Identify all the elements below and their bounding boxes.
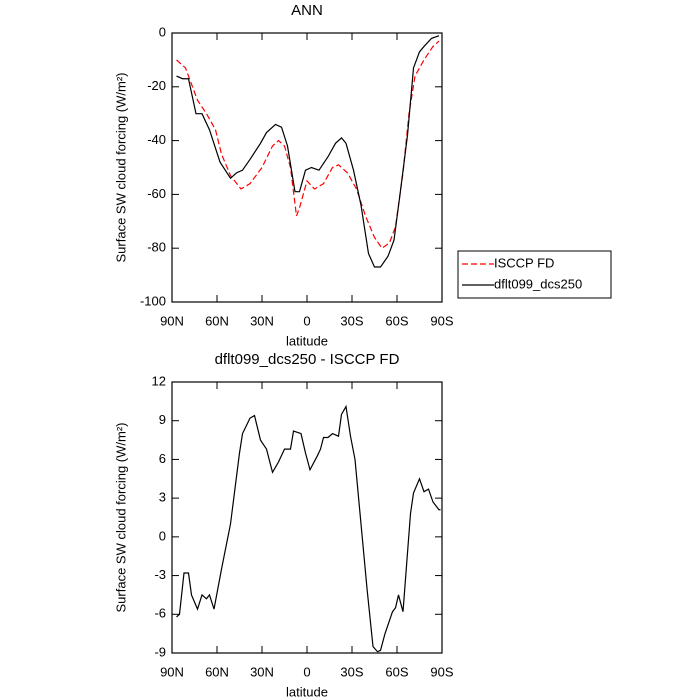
x-tick-label: 60S: [385, 313, 408, 328]
x-tick-label: 30N: [250, 313, 274, 328]
y-tick-label: -3: [154, 567, 166, 582]
legend-label: dflt099_dcs250: [494, 276, 582, 291]
y-tick-label: -60: [147, 186, 166, 201]
y-tick-label: -9: [154, 644, 166, 659]
x-axis-label: latitude: [286, 684, 328, 699]
y-tick-label: 12: [152, 373, 166, 388]
plot-frame: [171, 381, 443, 654]
y-tick-label: -100: [140, 293, 166, 308]
y-tick-label: -20: [147, 78, 166, 93]
x-axis-label: latitude: [286, 333, 328, 348]
chart-title: ANN: [291, 2, 323, 19]
y-tick-label: 3: [159, 490, 166, 505]
chart-title: dflt099_dcs250 - ISCCP FD: [215, 351, 400, 368]
y-tick-label: 6: [159, 451, 166, 466]
legend-box: [457, 250, 612, 299]
y-tick-label: 9: [159, 412, 166, 427]
x-tick-label: 0: [303, 313, 310, 328]
data-line: [176, 404, 441, 653]
y-tick-label: 0: [159, 528, 166, 543]
x-tick-label: 30N: [250, 664, 274, 679]
x-tick-label: 60N: [205, 313, 229, 328]
x-tick-label: 90N: [160, 664, 184, 679]
x-tick-label: 0: [303, 664, 310, 679]
x-tick-label: 30S: [340, 313, 363, 328]
x-tick-label: 90N: [160, 313, 184, 328]
x-tick-label: 60N: [205, 664, 229, 679]
legend-label: ISCCP FD: [494, 255, 554, 270]
x-tick-label: 60S: [385, 664, 408, 679]
x-tick-label: 90S: [430, 664, 453, 679]
plot-frame: [171, 32, 443, 303]
x-tick-label: 30S: [340, 664, 363, 679]
data-line: [176, 40, 440, 250]
data-line: [176, 35, 440, 268]
y-tick-label: -80: [147, 240, 166, 255]
y-tick-label: -40: [147, 132, 166, 147]
y-axis-label: Surface SW cloud forcing (W/m²): [113, 423, 128, 613]
y-tick-label: 0: [159, 24, 166, 39]
y-axis-label: Surface SW cloud forcing (W/m²): [113, 73, 128, 263]
y-tick-label: -6: [154, 606, 166, 621]
x-tick-label: 90S: [430, 313, 453, 328]
